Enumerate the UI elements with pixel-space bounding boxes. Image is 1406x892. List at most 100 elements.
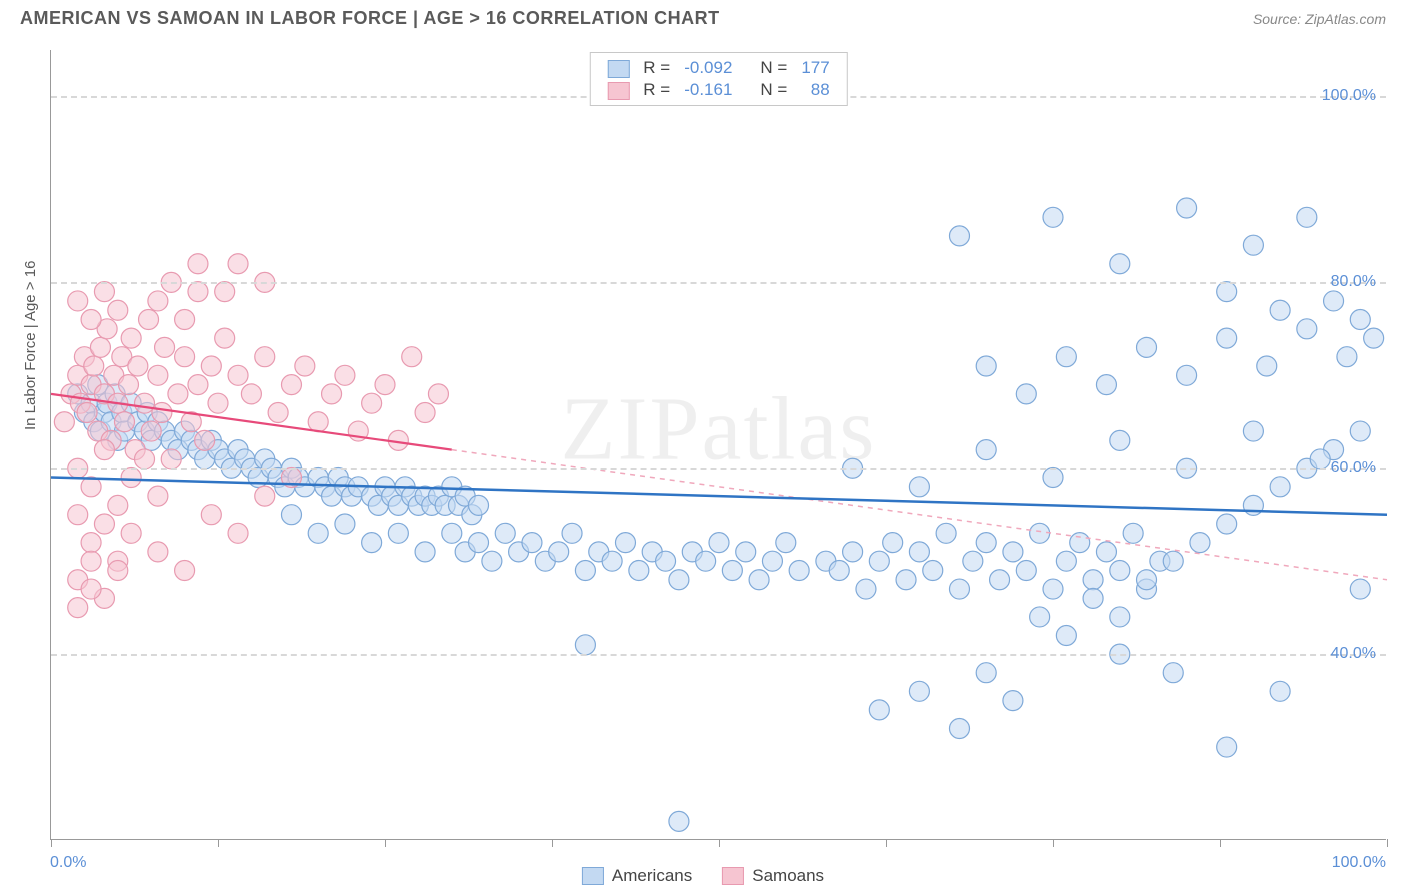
scatter-point xyxy=(402,347,422,367)
scatter-point xyxy=(121,523,141,543)
scatter-point xyxy=(1043,579,1063,599)
scatter-point xyxy=(77,402,97,422)
scatter-point xyxy=(482,551,502,571)
scatter-point xyxy=(615,533,635,553)
scatter-point xyxy=(108,495,128,515)
correlation-legend: R =-0.092N =177R =-0.161N =88 xyxy=(589,52,847,106)
legend-item: Americans xyxy=(582,866,692,886)
scatter-point xyxy=(68,505,88,525)
scatter-point xyxy=(869,551,889,571)
scatter-point xyxy=(1043,468,1063,488)
scatter-point xyxy=(669,570,689,590)
scatter-point xyxy=(81,579,101,599)
scatter-point xyxy=(923,560,943,580)
scatter-point xyxy=(94,440,114,460)
scatter-point xyxy=(1350,579,1370,599)
gridline xyxy=(51,654,1386,656)
scatter-point xyxy=(295,356,315,376)
x-tick xyxy=(218,839,219,847)
scatter-point xyxy=(1056,347,1076,367)
scatter-point xyxy=(883,533,903,553)
scatter-point xyxy=(375,375,395,395)
scatter-point xyxy=(1016,560,1036,580)
scatter-point xyxy=(869,700,889,720)
scatter-point xyxy=(1016,384,1036,404)
x-tick xyxy=(51,839,52,847)
scatter-point xyxy=(168,384,188,404)
scatter-point xyxy=(415,542,435,562)
scatter-point xyxy=(81,533,101,553)
scatter-point xyxy=(1083,570,1103,590)
scatter-point xyxy=(1364,328,1384,348)
scatter-point xyxy=(1003,691,1023,711)
scatter-point xyxy=(161,449,181,469)
legend-swatch xyxy=(582,867,604,885)
scatter-point xyxy=(114,412,134,432)
legend-swatch xyxy=(607,60,629,78)
scatter-point xyxy=(175,310,195,330)
scatter-point xyxy=(602,551,622,571)
chart-header: AMERICAN VS SAMOAN IN LABOR FORCE | AGE … xyxy=(0,0,1406,33)
scatter-point xyxy=(1137,337,1157,357)
scatter-point xyxy=(128,356,148,376)
gridline xyxy=(51,282,1386,284)
scatter-point xyxy=(909,681,929,701)
scatter-point xyxy=(201,505,221,525)
scatter-point xyxy=(1096,542,1116,562)
scatter-point xyxy=(1110,254,1130,274)
y-axis-label: In Labor Force | Age > 16 xyxy=(22,261,39,430)
scatter-point xyxy=(84,356,104,376)
x-tick xyxy=(385,839,386,847)
scatter-point xyxy=(268,402,288,422)
scatter-point xyxy=(629,560,649,580)
scatter-point xyxy=(1110,560,1130,580)
scatter-point xyxy=(118,375,138,395)
scatter-point xyxy=(141,421,161,441)
scatter-point xyxy=(175,560,195,580)
scatter-point xyxy=(335,365,355,385)
y-tick-label: 100.0% xyxy=(1322,87,1376,105)
scatter-point xyxy=(1270,300,1290,320)
legend-row: R =-0.092N =177 xyxy=(600,57,836,79)
scatter-point xyxy=(415,402,435,422)
scatter-point xyxy=(1110,607,1130,627)
scatter-point xyxy=(121,468,141,488)
y-tick-label: 80.0% xyxy=(1331,273,1376,291)
y-tick-label: 40.0% xyxy=(1331,645,1376,663)
scatter-point xyxy=(255,347,275,367)
scatter-point xyxy=(1043,207,1063,227)
y-tick-label: 60.0% xyxy=(1331,459,1376,477)
scatter-point xyxy=(722,560,742,580)
scatter-point xyxy=(1030,523,1050,543)
scatter-point xyxy=(1030,607,1050,627)
scatter-point xyxy=(1110,430,1130,450)
legend-label: Samoans xyxy=(752,866,824,886)
scatter-point xyxy=(148,542,168,562)
legend-table: R =-0.092N =177R =-0.161N =88 xyxy=(600,57,836,101)
scatter-point xyxy=(936,523,956,543)
scatter-point xyxy=(562,523,582,543)
scatter-point xyxy=(1243,421,1263,441)
scatter-point xyxy=(1137,570,1157,590)
scatter-point xyxy=(81,551,101,571)
scatter-point xyxy=(1350,310,1370,330)
legend-item: Samoans xyxy=(722,866,824,886)
scatter-point xyxy=(1096,375,1116,395)
scatter-point xyxy=(522,533,542,553)
scatter-point xyxy=(469,533,489,553)
scatter-point xyxy=(108,300,128,320)
scatter-point xyxy=(1177,198,1197,218)
gridline xyxy=(51,468,1386,470)
scatter-point xyxy=(90,337,110,357)
scatter-point xyxy=(188,282,208,302)
x-tick xyxy=(719,839,720,847)
scatter-point xyxy=(108,560,128,580)
scatter-point xyxy=(669,811,689,831)
scatter-point xyxy=(1177,365,1197,385)
scatter-point xyxy=(762,551,782,571)
scatter-point xyxy=(829,560,849,580)
scatter-point xyxy=(54,412,74,432)
scatter-point xyxy=(362,533,382,553)
scatter-point xyxy=(148,365,168,385)
scatter-point xyxy=(549,542,569,562)
